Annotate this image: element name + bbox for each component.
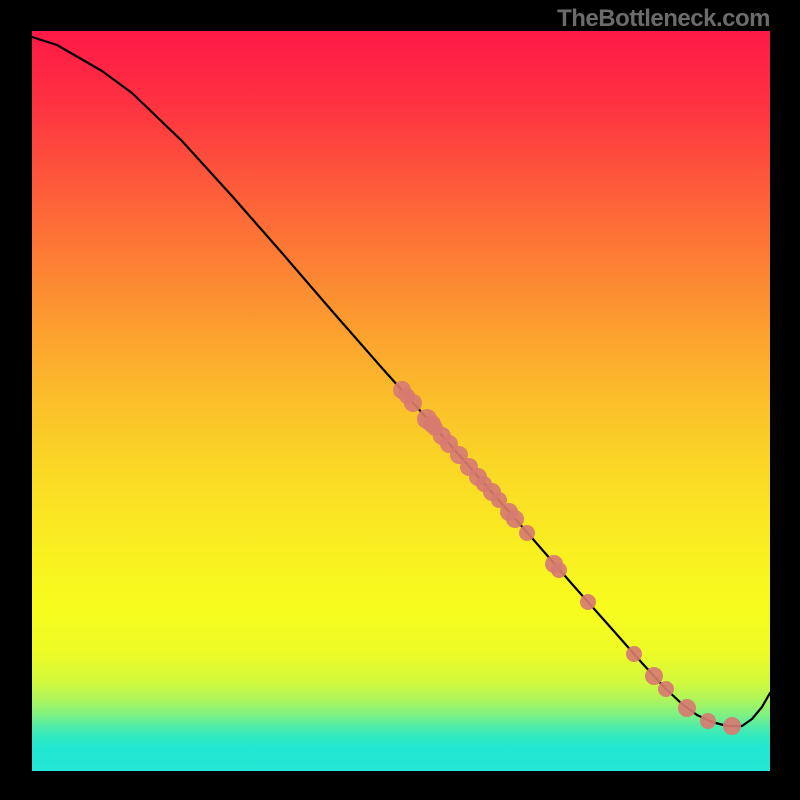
data-point	[404, 394, 422, 412]
data-point	[519, 525, 535, 541]
data-point	[700, 713, 716, 729]
data-point	[658, 681, 674, 697]
data-point	[551, 562, 567, 578]
data-point	[506, 510, 524, 528]
data-point	[645, 667, 663, 685]
plot-area	[32, 31, 770, 771]
data-point	[723, 717, 741, 735]
data-point	[678, 699, 696, 717]
data-point	[626, 646, 642, 662]
watermark-text: TheBottleneck.com	[557, 5, 770, 33]
chart-svg	[32, 31, 770, 771]
data-point	[580, 594, 596, 610]
marker-group	[393, 381, 741, 735]
